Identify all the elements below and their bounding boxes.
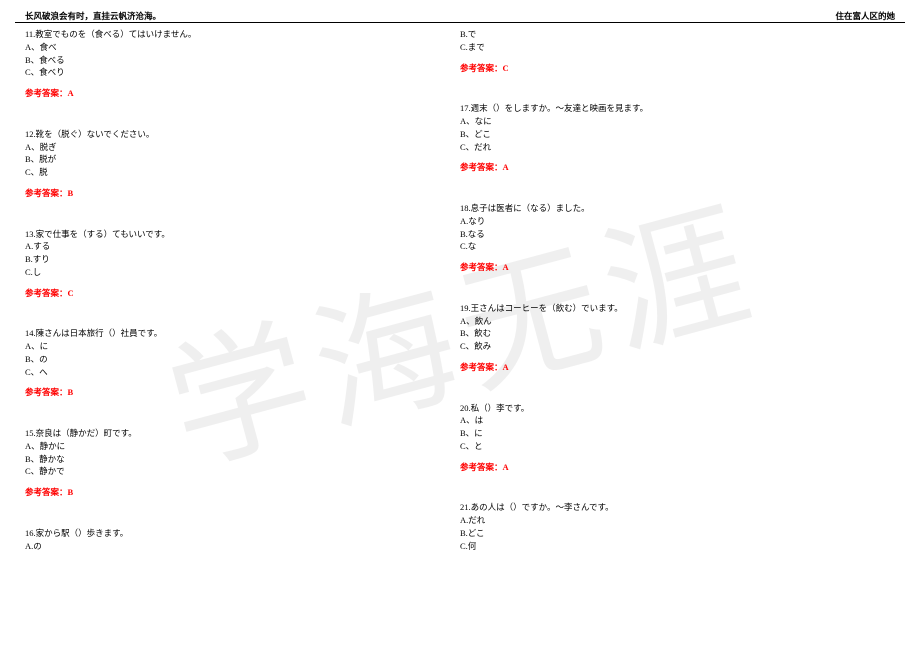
question-block: 18.息子は医者に（なる）ました。A.なりB.なるC.な参考答案：A: [460, 202, 880, 274]
question-text: 19.王さんはコーヒーを（飲む）でいます。: [460, 302, 880, 315]
option-text: B、飲む: [460, 327, 880, 340]
question-text: 20.私（）李です。: [460, 402, 880, 415]
answer-text: 参考答案：C: [25, 287, 445, 300]
option-text: C、飲み: [460, 340, 880, 353]
option-text: A.する: [25, 240, 445, 253]
option-text: C、静かで: [25, 465, 445, 478]
option-text: B、食べる: [25, 54, 445, 67]
right-column: B.でC.まで参考答案：C 17.週末（）をしますか。～友達と映画を見ます。A、な…: [460, 28, 880, 580]
option-text: C.し: [25, 266, 445, 279]
option-text: A、なに: [460, 115, 880, 128]
option-text: A、食べ: [25, 41, 445, 54]
header-quote-right: 住在富人区的她: [835, 10, 895, 22]
question-block: 19.王さんはコーヒーを（飲む）でいます。A、飲んB、飲むC、飲み参考答案：A: [460, 302, 880, 374]
option-text: B、脱が: [25, 153, 445, 166]
answer-text: 参考答案：A: [460, 261, 880, 274]
option-text: A.だれ: [460, 514, 880, 527]
question-block: 15.奈良は（静かだ）町です。A、静かにB、静かなC、静かで参考答案：B: [25, 427, 445, 499]
question-text: 17.週末（）をしますか。～友達と映画を見ます。: [460, 102, 880, 115]
question-block: 20.私（）李です。A、はB、にC、と参考答案：A: [460, 402, 880, 474]
question-block: 14.陳さんは日本旅行（）社員です。A、にB、のC、へ参考答案：B: [25, 327, 445, 399]
option-text: B、どこ: [460, 128, 880, 141]
option-text: C、へ: [25, 366, 445, 379]
option-text: C.まで: [460, 41, 880, 54]
question-text: 16.家から駅（）歩きます。: [25, 527, 445, 540]
option-text: C、と: [460, 440, 880, 453]
question-block: 21.あの人は（）ですか。～李さんです。A.だれB.どこC.何: [460, 501, 880, 552]
option-text: C.何: [460, 540, 880, 553]
option-text: B、静かな: [25, 453, 445, 466]
answer-text: 参考答案：B: [25, 486, 445, 499]
question-text: 15.奈良は（静かだ）町です。: [25, 427, 445, 440]
option-text: B.なる: [460, 228, 880, 241]
question-text: 11.教室でものを（食べる）てはいけません。: [25, 28, 445, 41]
answer-text: 参考答案：A: [460, 161, 880, 174]
question-text: 13.家で仕事を（する）てもいいです。: [25, 228, 445, 241]
option-text: C、だれ: [460, 141, 880, 154]
option-text: B.すり: [25, 253, 445, 266]
question-block: B.でC.まで参考答案：C: [460, 28, 880, 74]
question-text: 14.陳さんは日本旅行（）社員です。: [25, 327, 445, 340]
answer-text: 参考答案：B: [25, 386, 445, 399]
answer-text: 参考答案：B: [25, 187, 445, 200]
left-column: 11.教室でものを（食べる）てはいけません。A、食べB、食べるC、食べり参考答案…: [25, 28, 445, 580]
option-text: C、食べり: [25, 66, 445, 79]
question-block: 11.教室でものを（食べる）てはいけません。A、食べB、食べるC、食べり参考答案…: [25, 28, 445, 100]
question-text: 12.靴を（脱ぐ）ないでください。: [25, 128, 445, 141]
question-block: 13.家で仕事を（する）てもいいです。A.するB.すりC.し参考答案：C: [25, 228, 445, 300]
option-text: B、の: [25, 353, 445, 366]
option-text: A.の: [25, 540, 445, 553]
option-text: B、に: [460, 427, 880, 440]
answer-text: 参考答案：C: [460, 62, 880, 75]
question-text: 21.あの人は（）ですか。～李さんです。: [460, 501, 880, 514]
question-block: 17.週末（）をしますか。～友達と映画を見ます。A、なにB、どこC、だれ参考答案…: [460, 102, 880, 174]
option-text: A、脱ぎ: [25, 141, 445, 154]
option-text: A、に: [25, 340, 445, 353]
question-text: 18.息子は医者に（なる）ました。: [460, 202, 880, 215]
option-text: B.どこ: [460, 527, 880, 540]
header-rule: [15, 22, 905, 23]
answer-text: 参考答案：A: [460, 461, 880, 474]
answer-text: 参考答案：A: [460, 361, 880, 374]
option-text: C、脱: [25, 166, 445, 179]
option-text: A、は: [460, 414, 880, 427]
question-block: 16.家から駅（）歩きます。A.の: [25, 527, 445, 553]
option-text: A、静かに: [25, 440, 445, 453]
option-text: C.な: [460, 240, 880, 253]
header-quote-left: 长风破浪会有时，直挂云帆济沧海。: [25, 10, 161, 22]
option-text: B.で: [460, 28, 880, 41]
question-block: 12.靴を（脱ぐ）ないでください。A、脱ぎB、脱がC、脱参考答案：B: [25, 128, 445, 200]
option-text: A.なり: [460, 215, 880, 228]
option-text: A、飲ん: [460, 315, 880, 328]
answer-text: 参考答案：A: [25, 87, 445, 100]
